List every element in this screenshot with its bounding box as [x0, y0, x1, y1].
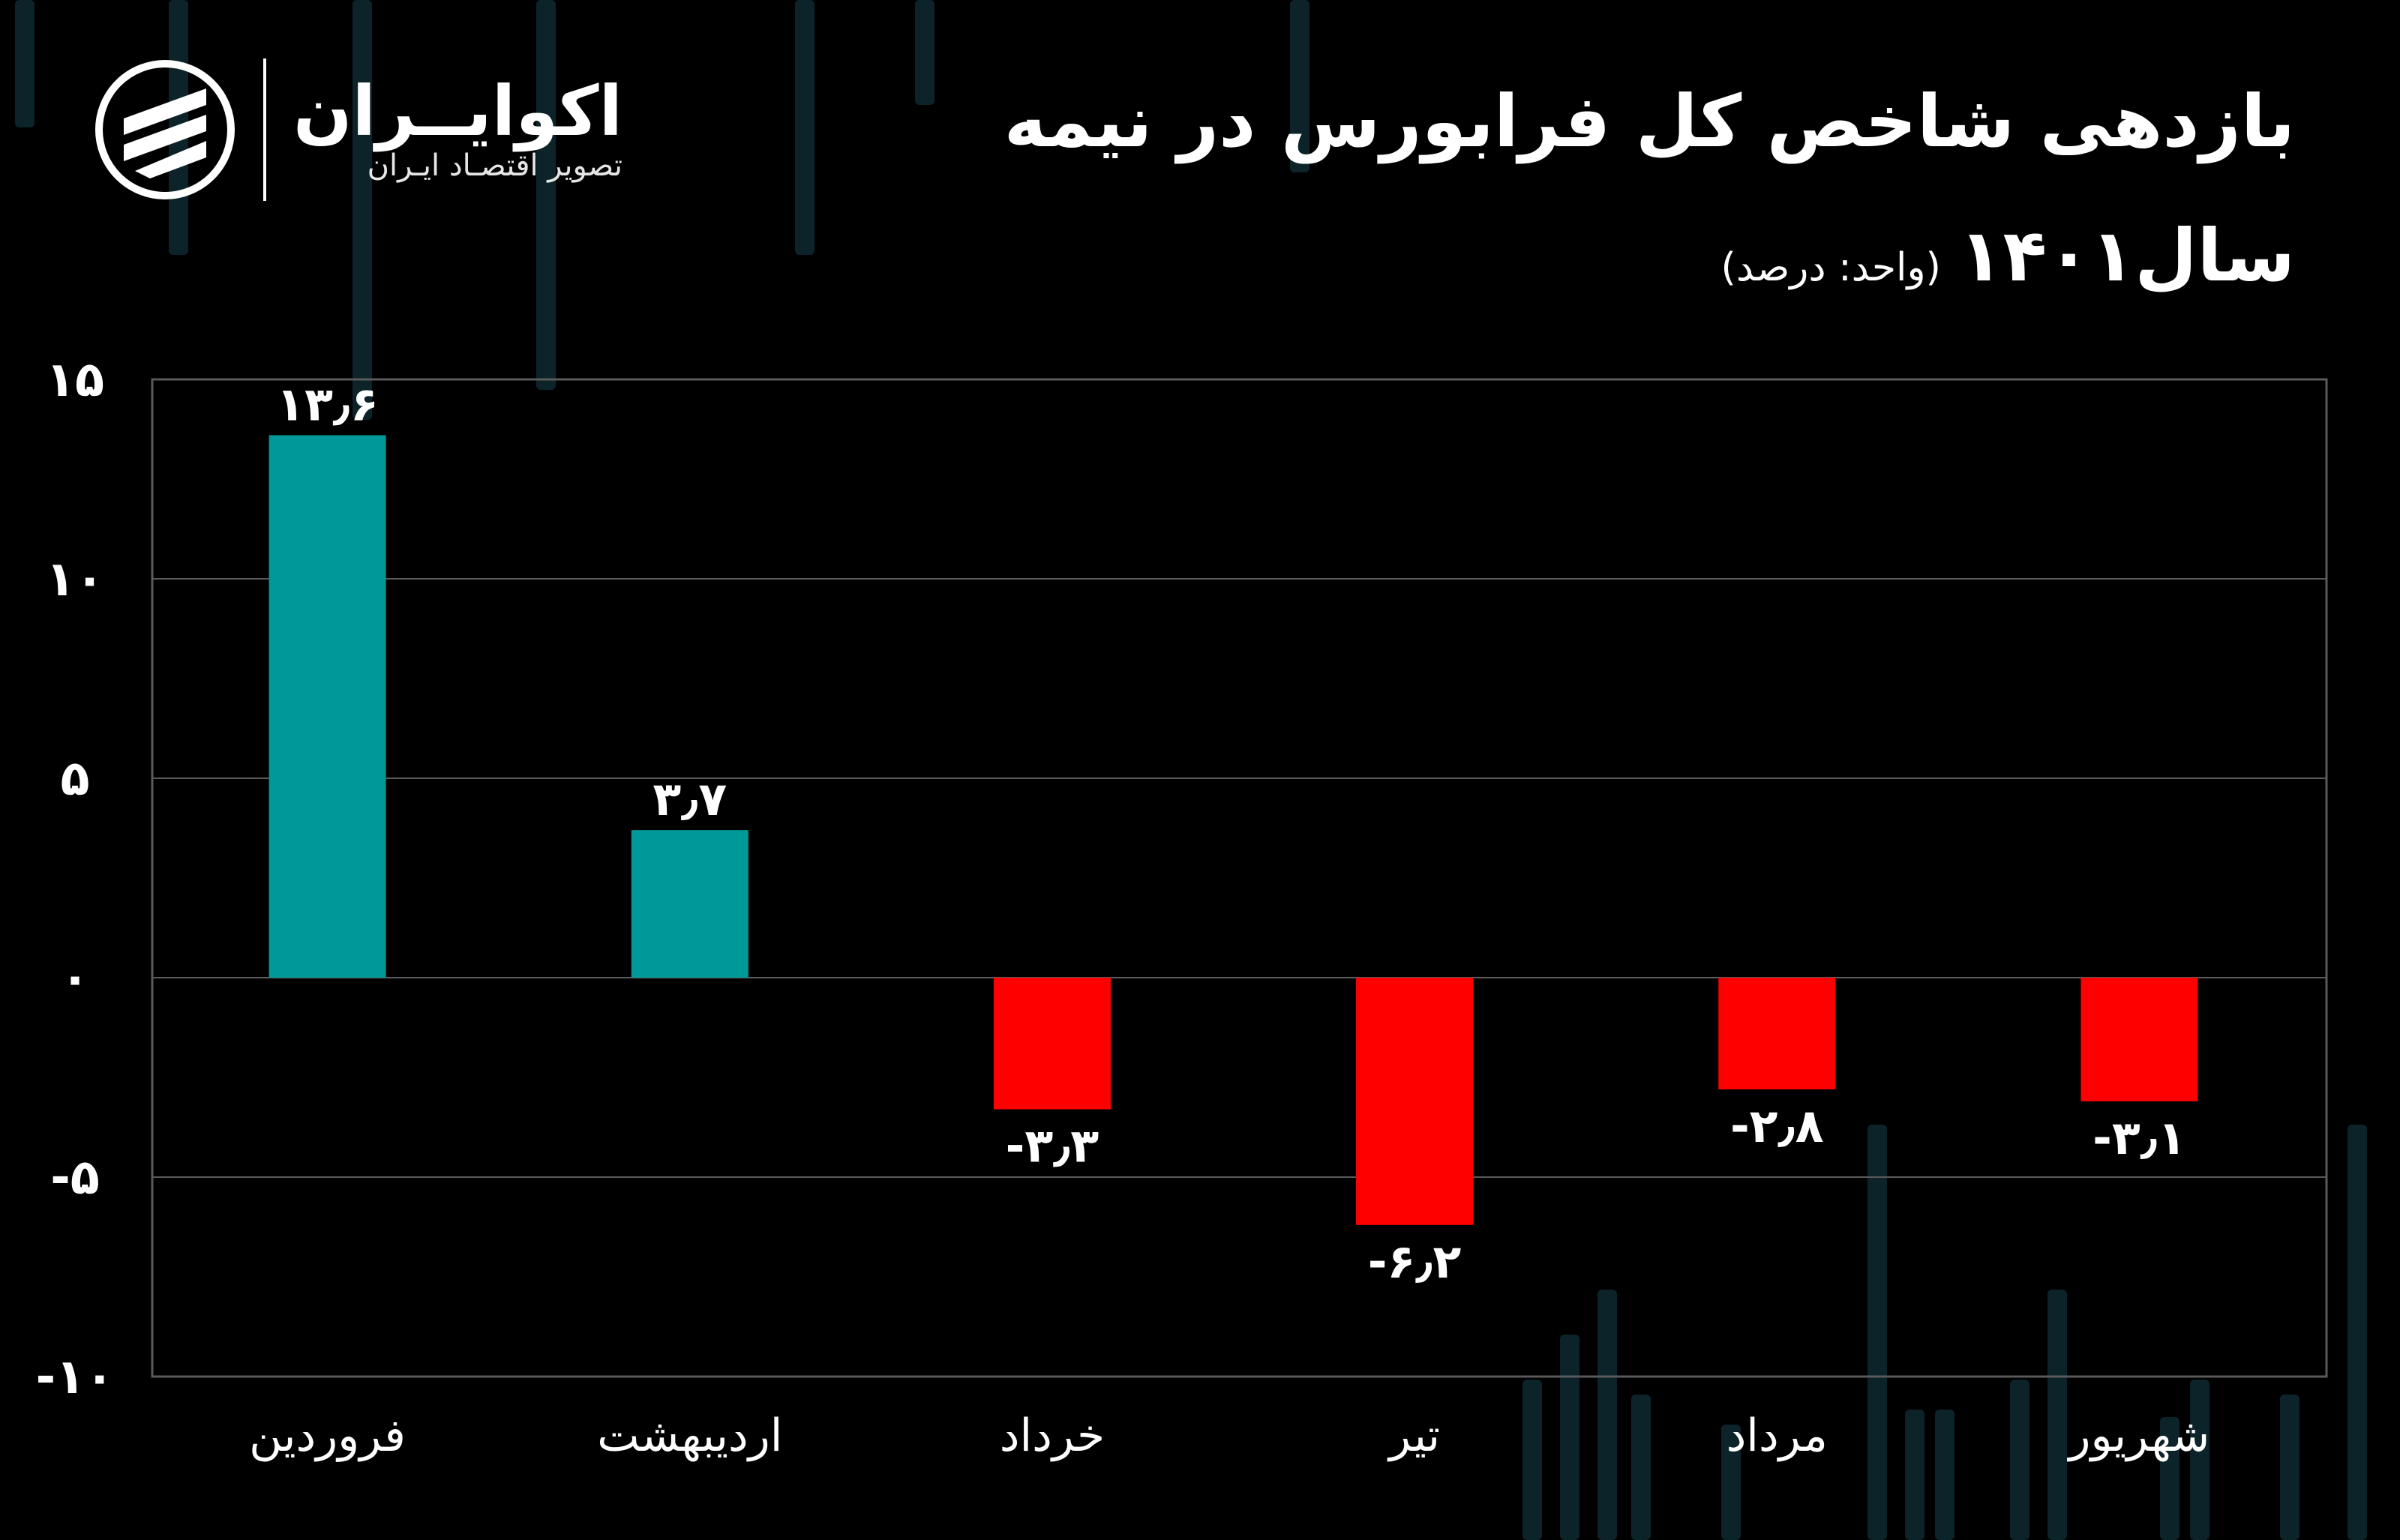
background-decor-bar — [2190, 1380, 2210, 1540]
background-decor-bar — [915, 0, 934, 105]
y-tick-label: -۱۰ — [36, 1350, 115, 1405]
y-tick-label: ۱۰ — [46, 552, 104, 607]
logo-divider — [263, 58, 266, 201]
chart-title-year: سال۱۴۰۱ — [1958, 214, 2295, 298]
background-decor-bar — [1560, 1335, 1580, 1540]
data-label: -۳٫۱ — [2092, 1110, 2186, 1165]
y-tick-label: ۵ — [60, 751, 89, 807]
background-decor-bar — [1868, 1125, 1887, 1540]
logo-name: اکوایــران — [293, 70, 622, 151]
background-decor-bar — [2348, 1125, 2367, 1540]
background-decor-bar — [2160, 1417, 2180, 1540]
chart-title: بازدهی شاخص کل فرابورس در نیمه — [1004, 79, 2295, 163]
x-tick-label: فروردین — [249, 1410, 406, 1462]
background-decor-bar — [1290, 0, 1310, 172]
plot-area-border — [151, 378, 2328, 1378]
background-decor-bar — [1598, 1290, 1617, 1540]
bar — [631, 830, 748, 978]
data-label: ۳٫۷ — [652, 771, 727, 826]
background-decor-bar — [536, 0, 556, 390]
bar — [993, 978, 1111, 1110]
bar — [1356, 978, 1474, 1225]
logo-text: اکوایــران تصویر اقتصـاد ایـران — [293, 70, 622, 184]
x-tick-label: خرداد — [1000, 1410, 1105, 1462]
background-decor-bar — [352, 0, 372, 420]
bar — [1718, 978, 1836, 1089]
background-decor-bar — [795, 0, 814, 255]
x-tick-label: تیر — [1387, 1410, 1440, 1462]
bar — [2080, 978, 2198, 1101]
chart-unit-note: (واحد: درصد) — [1720, 245, 1941, 290]
logo-subtitle: تصویر اقتصـاد ایـران — [367, 148, 622, 184]
x-tick-label: شهریور — [2067, 1410, 2210, 1462]
data-label: -۲٫۸ — [1730, 1098, 1824, 1153]
data-label: -۶٫۲ — [1368, 1234, 1462, 1289]
background-decor-bar — [1522, 1380, 1542, 1540]
data-label: ۱۳٫۶ — [276, 376, 379, 431]
background-decor-bar — [2048, 1290, 2067, 1540]
background-decor-bar — [1721, 1425, 1741, 1540]
ecoiran-logo-icon — [95, 60, 235, 199]
x-tick-label: اردیبهشت — [597, 1410, 782, 1462]
y-tick-label: -۵ — [50, 1150, 100, 1206]
ecoiran-logo: اکوایــران تصویر اقتصـاد ایـران — [94, 58, 622, 201]
y-tick-label: ۰ — [60, 951, 89, 1006]
background-decor-bar — [15, 0, 34, 127]
background-decor-bar — [2280, 1395, 2300, 1540]
background-decor-bar — [2010, 1380, 2030, 1540]
background-decor-bar — [1631, 1395, 1651, 1540]
background-decor-bar — [1905, 1410, 1924, 1540]
x-tick-label: مرداد — [1726, 1410, 1828, 1462]
data-label: -۳٫۳ — [1006, 1119, 1100, 1173]
bar — [268, 435, 386, 978]
chart-title-line2: سال۱۴۰۱ (واحد: درصد) — [1721, 214, 2295, 298]
background-decor-bar — [1935, 1410, 1954, 1540]
y-tick-label: ۱۵ — [46, 352, 104, 408]
